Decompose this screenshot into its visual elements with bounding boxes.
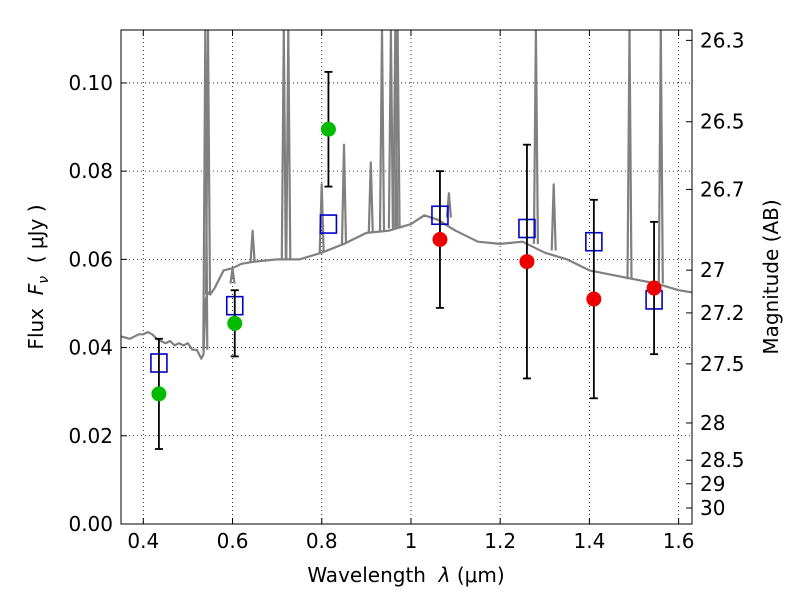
- y-axis-label: Flux Fν ( μJy ): [24, 204, 52, 349]
- magnitude-tick-label: 28.5: [700, 448, 745, 472]
- emission-line-spike: [367, 161, 374, 233]
- x-tick-label: 1.6: [663, 529, 695, 553]
- magnitude-tick-label: 30: [700, 496, 725, 520]
- emission-line-spike: [378, 30, 386, 231]
- magnitude-tick-label: 29: [700, 472, 725, 496]
- observed-point-red: [432, 232, 448, 248]
- observed-point-red: [519, 254, 535, 270]
- x-tick-label: 1.4: [573, 529, 605, 553]
- plot-frame: [120, 29, 693, 525]
- magnitude-tick-label: 27: [700, 258, 725, 282]
- x-axis-label-text: Wavelength: [307, 563, 438, 587]
- emission-line-spike: [532, 30, 539, 244]
- magnitude-tick-label: 26.5: [700, 110, 745, 134]
- y-tick-label: 0.00: [68, 512, 113, 536]
- emission-line-spike: [249, 229, 256, 262]
- plot-area: [121, 30, 692, 450]
- magnitude-tick-label: 26.3: [700, 28, 745, 52]
- y-tick-label: 0.04: [68, 336, 113, 360]
- x-axis-label: Wavelength λ (μm): [307, 563, 504, 587]
- y-tick-label: 0.02: [68, 424, 113, 448]
- spectrum-line: [121, 214, 692, 360]
- emission-line-spike: [394, 30, 401, 229]
- emission-line-spike: [280, 30, 287, 260]
- emission-line-spike: [204, 30, 212, 295]
- emission-line-spike: [626, 30, 633, 280]
- y-axis-label-unit: ( μJy ): [24, 204, 48, 276]
- observed-point-green: [227, 315, 243, 331]
- observed-point-green: [151, 386, 167, 402]
- observed-point-red: [646, 280, 662, 296]
- magnitude-tick-label: 26.7: [700, 177, 745, 201]
- y-tick-label: 0.06: [68, 247, 113, 271]
- x-axis: 0.4 0.6 0.8 1 1.2 1.4 1.6: [127, 30, 695, 553]
- emission-line-spike: [285, 30, 292, 260]
- x-tick-label: 1.2: [484, 529, 516, 553]
- y-axis-label-symbol: F: [24, 283, 48, 295]
- x-tick-label: 1: [405, 529, 418, 553]
- emission-line-spike: [340, 143, 348, 244]
- emission-line-spike: [229, 267, 236, 284]
- observed-point-red: [586, 291, 602, 307]
- magnitude-tick-label: 27.2: [700, 301, 745, 325]
- observed-point-green: [320, 121, 336, 137]
- y-tick-label: 0.10: [68, 71, 113, 95]
- emission-line-spike: [550, 183, 557, 251]
- x-tick-label: 0.6: [217, 529, 249, 553]
- y-axis: 0.00 0.02 0.04 0.06 0.08 0.10: [68, 71, 127, 536]
- emission-line-spike: [657, 30, 664, 284]
- magnitude-axis-label: Magnitude (AB): [759, 199, 783, 354]
- emission-line-spike: [387, 30, 394, 229]
- x-axis-label-symbol: λ: [438, 563, 451, 587]
- magnitude-tick-label: 27.5: [700, 352, 745, 376]
- x-tick-label: 0.4: [127, 529, 159, 553]
- model-photometry-square: [319, 214, 338, 234]
- x-tick-label: 0.8: [306, 529, 338, 553]
- x-axis-label-unit: (μm): [451, 563, 505, 587]
- y-axis-label-subscript: ν: [36, 276, 52, 284]
- y-axis-label-text: Flux: [24, 295, 48, 349]
- magnitude-tick-label: 28: [700, 411, 725, 435]
- y-tick-label: 0.08: [68, 159, 113, 183]
